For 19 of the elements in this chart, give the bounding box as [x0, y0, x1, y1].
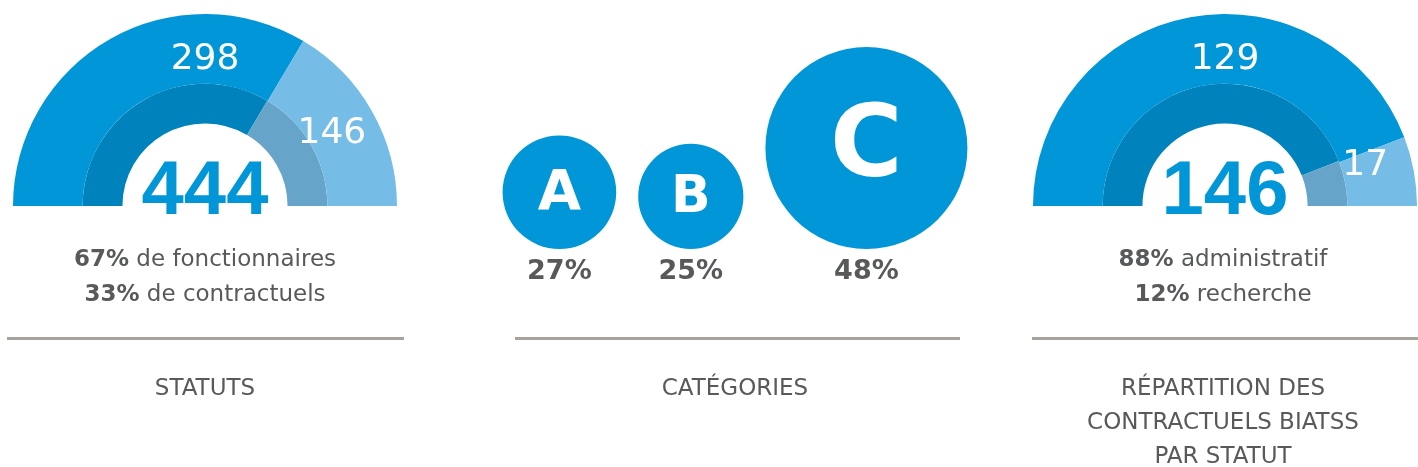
data-label: 17: [1342, 142, 1389, 184]
text: CATÉGORIES: [660, 372, 810, 402]
text: 146: [1161, 145, 1289, 230]
text: STATUTS: [153, 373, 257, 402]
text: RÉPARTITION DES CONTRACTUELS BIATSS PAR STATUT: [1086, 372, 1360, 467]
data-label: 48%: [834, 254, 899, 286]
data-label: 27%: [527, 254, 592, 286]
data-label: 298: [170, 36, 240, 78]
category-label: B: [670, 163, 711, 224]
category-label: A: [537, 156, 582, 222]
category-label: C: [830, 83, 903, 199]
text: 67% de fonctionnaires: [73, 245, 337, 271]
text: 88% administratif: [1117, 245, 1329, 271]
text: 33% de contractuels: [83, 280, 327, 306]
text: 444: [141, 145, 269, 230]
text: 12% recherche: [1133, 280, 1313, 306]
data-label: 146: [297, 110, 367, 152]
data-label: 129: [1190, 36, 1260, 78]
data-label: 25%: [658, 254, 724, 286]
